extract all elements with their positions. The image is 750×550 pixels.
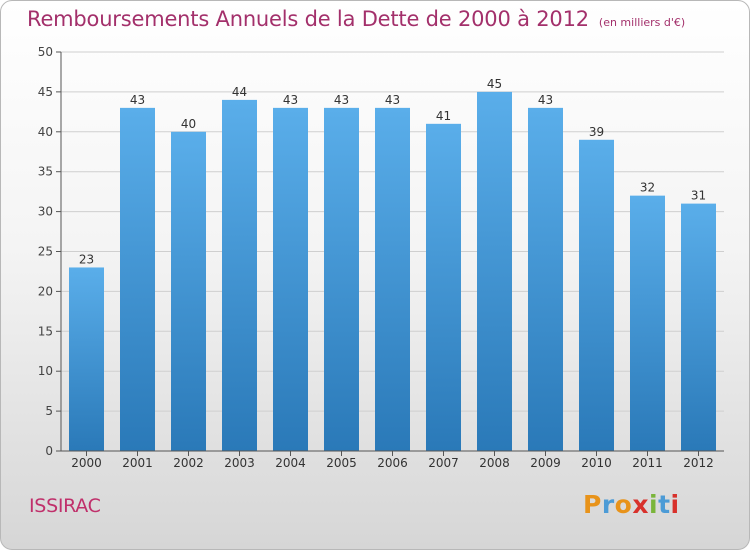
x-tick-label: 2000 (71, 456, 102, 470)
axes (56, 51, 724, 456)
bar (324, 107, 359, 452)
x-tick-label: 2001 (122, 456, 153, 470)
y-tick-label: 10 (38, 364, 53, 378)
bar (120, 107, 155, 452)
bar (69, 267, 104, 451)
chart-title-block: Remboursements Annuels de la Dette de 20… (27, 7, 685, 31)
chart-unit: (en milliers d'€) (598, 16, 686, 29)
logo-letter: i (649, 490, 659, 519)
bar (171, 131, 206, 452)
data-label: 40 (181, 117, 196, 131)
x-tick-label: 2005 (326, 456, 357, 470)
bar (222, 99, 257, 451)
data-label: 32 (640, 181, 655, 195)
y-tick-label: 15 (38, 324, 53, 338)
y-tick-label: 35 (38, 165, 53, 179)
bar (375, 107, 410, 452)
x-tick-label: 2006 (377, 456, 408, 470)
data-label: 43 (334, 93, 349, 107)
y-tick-label: 0 (45, 444, 53, 458)
data-label: 45 (487, 77, 502, 91)
x-tick-label: 2008 (479, 456, 510, 470)
data-label: 39 (589, 125, 604, 139)
x-tick-label: 2004 (275, 456, 306, 470)
y-tick-label: 40 (38, 125, 53, 139)
y-tick-label: 45 (38, 85, 53, 99)
bar (477, 91, 512, 452)
logo-letter: t (658, 490, 671, 519)
data-label: 31 (691, 189, 706, 203)
x-tick-label: 2012 (683, 456, 714, 470)
x-tick-label: 2007 (428, 456, 459, 470)
data-label: 43 (385, 93, 400, 107)
data-labels: 23 43 40 44 43 43 43 41 45 43 39 32 31 (79, 77, 706, 267)
bar (681, 203, 716, 451)
data-label: 43 (538, 93, 553, 107)
bars (69, 91, 716, 452)
data-label: 43 (283, 93, 298, 107)
bar (579, 139, 614, 451)
data-label: 23 (79, 252, 94, 266)
proxiti-logo[interactable]: Proxiti (583, 490, 680, 519)
bar (426, 123, 461, 451)
logo-letter: x (632, 490, 649, 519)
x-tick-label: 2011 (632, 456, 663, 470)
logo-letter: i (670, 490, 680, 519)
y-tick-label: 5 (45, 404, 53, 418)
x-tick-label: 2003 (224, 456, 255, 470)
commune-name: ISSIRAC (29, 495, 101, 517)
y-tick-labels: 0 5 10 15 20 25 30 35 40 45 50 (38, 45, 53, 458)
x-tick-label: 2010 (581, 456, 612, 470)
logo-letter: r (601, 490, 615, 519)
y-tick-label: 20 (38, 284, 53, 298)
bar (528, 107, 563, 452)
data-label: 43 (130, 93, 145, 107)
data-label: 41 (436, 109, 451, 123)
y-tick-label: 30 (38, 205, 53, 219)
bar (273, 107, 308, 452)
y-tick-label: 50 (38, 45, 53, 59)
logo-letter: P (583, 490, 602, 519)
logo-letter: o (614, 490, 633, 519)
bar (630, 195, 665, 451)
x-tick-label: 2009 (530, 456, 561, 470)
y-tick-label: 25 (38, 245, 53, 259)
x-tick-labels: 2000 2001 2002 2003 2004 2005 2006 2007 2008 2009… (71, 456, 714, 470)
x-tick-label: 2002 (173, 456, 204, 470)
chart-title: Remboursements Annuels de la Dette de 20… (27, 7, 589, 31)
data-label: 44 (232, 85, 247, 99)
